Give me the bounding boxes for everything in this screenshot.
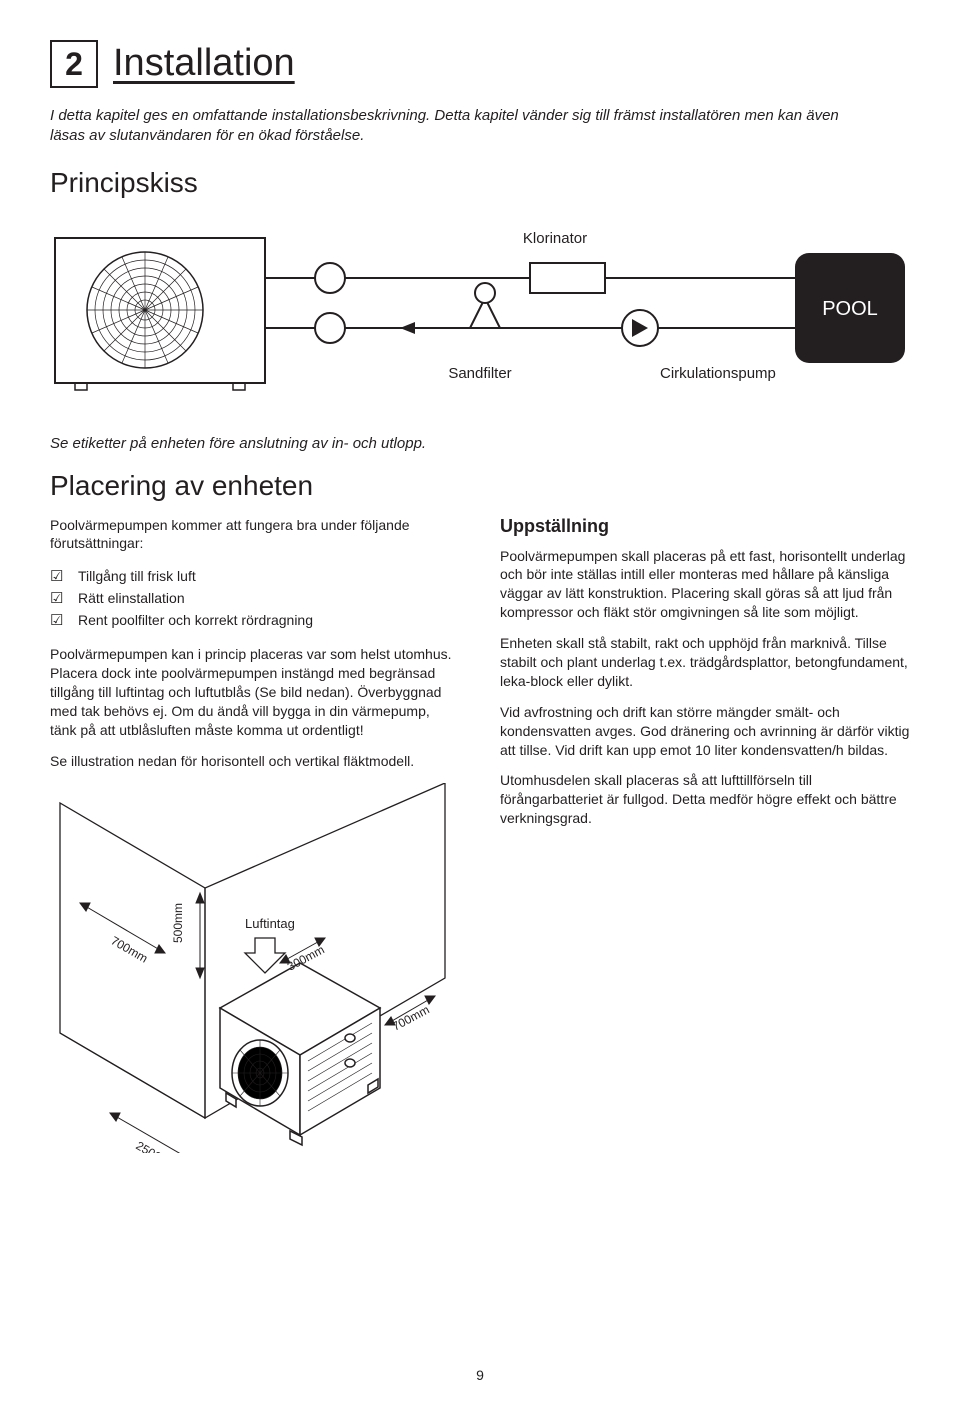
checklist: Tillgång till frisk luft Rätt elinstalla…	[50, 565, 460, 631]
left-column: Poolvärmepumpen kommer att fungera bra u…	[50, 516, 460, 1153]
two-column-layout: Poolvärmepumpen kommer att fungera bra u…	[50, 516, 910, 1153]
setup-p1: Poolvärmepumpen skall placeras på ett fa…	[500, 547, 910, 623]
placement-heading: Placering av enheten	[50, 470, 910, 502]
checklist-item: Rätt elinstallation	[50, 587, 460, 609]
label-pool: POOL	[822, 298, 878, 320]
chapter-header: 2 Installation	[50, 40, 910, 88]
dim-700a: 700mm	[109, 933, 151, 965]
label-sandfilter: Sandfilter	[448, 365, 511, 382]
isometric-diagram: 700mm 500mm Luftintag 300mm 700mm 2500mm	[50, 783, 450, 1153]
placement-p1: Poolvärmepumpen kan i princip placeras v…	[50, 645, 460, 739]
right-column: Uppställning Poolvärmepumpen skall place…	[500, 516, 910, 1153]
setup-p3: Vid avfrostning och drift kan större män…	[500, 703, 910, 760]
placement-p2: Se illustration nedan för horisontell oc…	[50, 752, 460, 771]
setup-p4: Utomhusdelen skall placeras så att luftt…	[500, 771, 910, 828]
label-luftintag: Luftintag	[245, 916, 295, 931]
schematic-heading: Principskiss	[50, 167, 910, 199]
placement-intro: Poolvärmepumpen kommer att fungera bra u…	[50, 516, 460, 554]
schematic-diagram: Klorinator POOL Sandfilter Cirkulationsp…	[50, 213, 910, 413]
checklist-item: Tillgång till frisk luft	[50, 565, 460, 587]
intro-paragraph: I detta kapitel ges en omfattande instal…	[50, 106, 870, 147]
dim-500: 500mm	[171, 903, 185, 943]
label-cirkpump: Cirkulationspump	[660, 365, 776, 382]
label-klorinator: Klorinator	[523, 230, 587, 247]
chapter-number: 2	[65, 46, 83, 83]
checklist-item: Rent poolfilter och korrekt rördragning	[50, 609, 460, 631]
chapter-number-box: 2	[50, 40, 98, 88]
setup-p2: Enheten skall stå stabilt, rakt och upph…	[500, 634, 910, 691]
connection-note: Se etiketter på enheten före anslutning …	[50, 435, 910, 452]
setup-heading: Uppställning	[500, 516, 910, 537]
page-number: 9	[476, 1367, 484, 1383]
chapter-title: Installation	[113, 40, 295, 85]
